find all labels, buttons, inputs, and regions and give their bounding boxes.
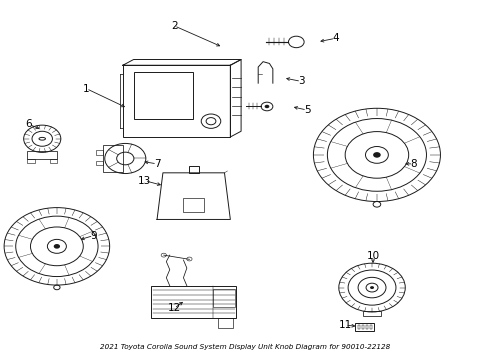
- Bar: [367, 325, 368, 329]
- Bar: [103, 145, 123, 172]
- Bar: [123, 65, 230, 137]
- Text: 5: 5: [304, 105, 310, 115]
- Text: 2021 Toyota Corolla Sound System Display Unit Knob Diagram for 90010-22128: 2021 Toyota Corolla Sound System Display…: [100, 344, 390, 350]
- Text: 11: 11: [339, 320, 352, 330]
- Text: 1: 1: [83, 84, 90, 94]
- Circle shape: [370, 286, 374, 289]
- Circle shape: [54, 244, 60, 249]
- Text: 4: 4: [332, 33, 339, 43]
- Text: 9: 9: [90, 231, 97, 240]
- Bar: [96, 161, 103, 165]
- Text: 13: 13: [138, 176, 151, 186]
- Bar: [213, 289, 235, 307]
- Text: 8: 8: [410, 159, 417, 169]
- Bar: [183, 198, 204, 212]
- Bar: [151, 286, 237, 318]
- Text: 6: 6: [25, 120, 32, 129]
- Bar: [362, 325, 364, 329]
- Bar: [49, 159, 57, 163]
- Bar: [189, 166, 199, 173]
- Text: 2: 2: [171, 21, 177, 31]
- Bar: [27, 151, 57, 159]
- Bar: [363, 311, 381, 316]
- Bar: [218, 318, 233, 328]
- Circle shape: [265, 105, 270, 108]
- Bar: [358, 325, 360, 329]
- Bar: [355, 323, 374, 331]
- Circle shape: [373, 152, 381, 158]
- Bar: [134, 72, 193, 119]
- Text: 10: 10: [367, 251, 380, 261]
- Bar: [370, 325, 372, 329]
- Bar: [96, 150, 103, 154]
- Text: 7: 7: [154, 159, 160, 169]
- Bar: [27, 159, 35, 163]
- Text: 3: 3: [298, 76, 304, 86]
- Text: 12: 12: [168, 303, 181, 314]
